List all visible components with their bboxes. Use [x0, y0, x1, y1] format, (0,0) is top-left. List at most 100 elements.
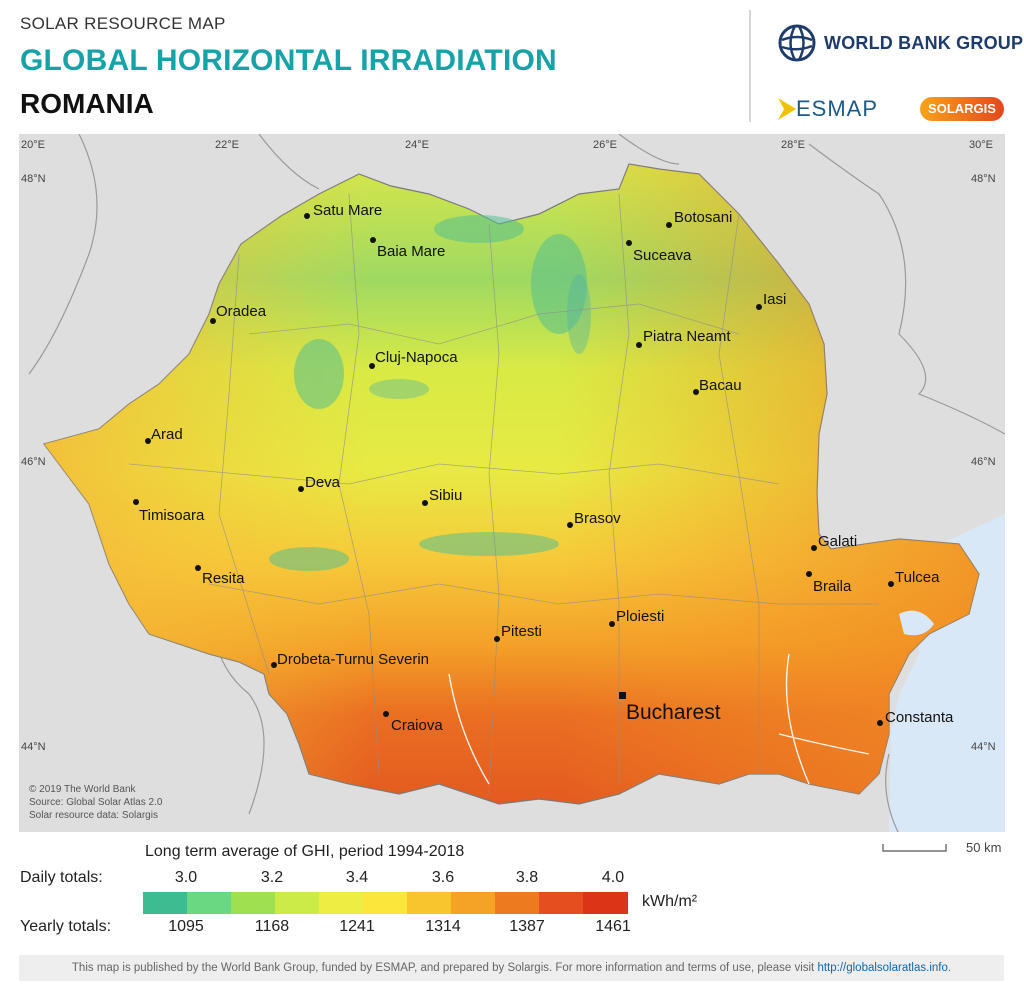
city-dot	[806, 571, 812, 577]
city-dot	[636, 342, 642, 348]
city-dot	[494, 636, 500, 642]
city-dot	[422, 500, 428, 506]
daily-tick: 3.6	[431, 869, 455, 886]
county-borders	[128, 193, 879, 795]
esmap-logo-text: ESMAP	[796, 96, 879, 121]
ghi-map: 20°E 22°E 24°E 26°E 28°E 30°E 48°N 48°N …	[19, 134, 1005, 832]
daily-totals-label: Daily totals:	[20, 869, 103, 886]
lon-label-30: 30°E	[969, 139, 993, 151]
city-layer: Satu Mare Baia Mare Botosani Suceava Ora…	[133, 202, 954, 734]
capital-marker	[619, 692, 626, 699]
city-timisoara: Timisoara	[139, 507, 205, 524]
yearly-tick: 1387	[509, 918, 545, 935]
city-arad: Arad	[151, 426, 183, 443]
daily-tick: 4.0	[601, 869, 625, 886]
city-dot	[609, 621, 615, 627]
yearly-tick: 1241	[339, 918, 375, 935]
legend-swatch	[539, 892, 584, 914]
globalsolaratlas-link[interactable]: http://globalsolaratlas.info	[817, 962, 948, 974]
credit-source: Source: Global Solar Atlas 2.0	[29, 797, 163, 808]
city-bacau: Bacau	[699, 377, 742, 394]
sun-burst-icon	[778, 98, 796, 120]
city-drobeta-turnu-severin: Drobeta-Turnu Severin	[277, 651, 429, 668]
daily-tick: 3.8	[515, 869, 539, 886]
lon-label-20: 20°E	[21, 139, 45, 151]
legend-swatch	[319, 892, 364, 914]
legend-title: Long term average of GHI, period 1994-20…	[145, 843, 465, 860]
black-sea	[889, 514, 1005, 832]
esmap-logo: ESMAP	[778, 96, 878, 122]
city-bucharest: Bucharest	[626, 701, 721, 724]
city-brasov: Brasov	[574, 510, 621, 527]
city-galati: Galati	[818, 533, 857, 550]
city-piatra-neamt: Piatra Neamt	[643, 328, 731, 345]
lon-label-28: 28°E	[781, 139, 805, 151]
city-braila: Braila	[813, 578, 852, 595]
world-bank-logo: WORLD BANK GROUP	[778, 24, 1023, 62]
city-ploiesti: Ploiesti	[616, 608, 664, 625]
mountain-ridges	[369, 274, 591, 399]
city-deva: Deva	[305, 474, 341, 491]
lat-label-46-left: 46°N	[21, 456, 46, 468]
city-dot	[145, 438, 151, 444]
yearly-totals-label: Yearly totals:	[20, 918, 112, 935]
legend-swatch	[495, 892, 540, 914]
city-dot	[370, 237, 376, 243]
city-dot	[756, 304, 762, 310]
city-suceava: Suceava	[633, 247, 692, 264]
city-cluj-napoca: Cluj-Napoca	[375, 349, 458, 366]
lon-label-26: 26°E	[593, 139, 617, 151]
footer-text: This map is published by the World Bank …	[71, 962, 815, 974]
city-dot	[369, 363, 375, 369]
footer-suffix: .	[947, 962, 952, 974]
city-tulcea: Tulcea	[895, 569, 940, 586]
legend-swatch	[407, 892, 452, 914]
yearly-tick: 1095	[168, 918, 204, 935]
city-dot	[271, 662, 277, 668]
city-botosani: Botosani	[674, 209, 732, 226]
city-dot	[626, 240, 632, 246]
city-dot	[210, 318, 216, 324]
city-constanta: Constanta	[885, 709, 954, 726]
footer-bar: This map is published by the World Bank …	[19, 955, 1004, 981]
eastern-plain-shade	[44, 164, 979, 804]
city-satu-mare: Satu Mare	[313, 202, 382, 219]
yearly-tick: 1168	[254, 918, 290, 935]
scale-bar-label: 50 km	[966, 840, 1002, 855]
daily-tick: 3.2	[260, 869, 284, 886]
city-resita: Resita	[202, 570, 245, 587]
legend-swatch	[583, 892, 628, 914]
lon-label-22: 22°E	[215, 139, 239, 151]
legend-swatch	[451, 892, 496, 914]
city-dot	[383, 711, 389, 717]
rivers	[448, 653, 870, 785]
lat-label-46-right: 46°N	[971, 456, 996, 468]
razim-lake	[899, 610, 934, 636]
country-title: ROMANIA	[20, 88, 154, 119]
city-sibiu: Sibiu	[429, 487, 462, 504]
header-divider	[749, 10, 751, 122]
city-dot	[811, 545, 817, 551]
globe-icon	[778, 24, 816, 62]
daily-tick: 3.0	[174, 869, 198, 886]
legend-swatch	[143, 892, 188, 914]
solargis-logo: SOLARGIS	[920, 97, 1004, 121]
scale-bar	[882, 844, 947, 852]
city-dot	[888, 581, 894, 587]
city-dot	[133, 499, 139, 505]
lat-label-44-left: 44°N	[21, 741, 46, 753]
lat-label-48-left: 48°N	[21, 173, 46, 185]
lon-label-24: 24°E	[405, 139, 429, 151]
legend-swatch	[275, 892, 320, 914]
city-dot	[195, 565, 201, 571]
city-pitesti: Pitesti	[501, 623, 542, 640]
yearly-tick: 1314	[425, 918, 461, 935]
credit-data: Solar resource data: Solargis	[29, 810, 158, 821]
legend-swatch	[231, 892, 276, 914]
legend-swatch	[363, 892, 408, 914]
credit-copyright: © 2019 The World Bank	[29, 784, 137, 795]
map-title: GLOBAL HORIZONTAL IRRADIATION	[20, 44, 557, 77]
map-kicker: SOLAR RESOURCE MAP	[20, 14, 226, 33]
city-iasi: Iasi	[763, 291, 786, 308]
daily-tick: 3.4	[345, 869, 369, 886]
